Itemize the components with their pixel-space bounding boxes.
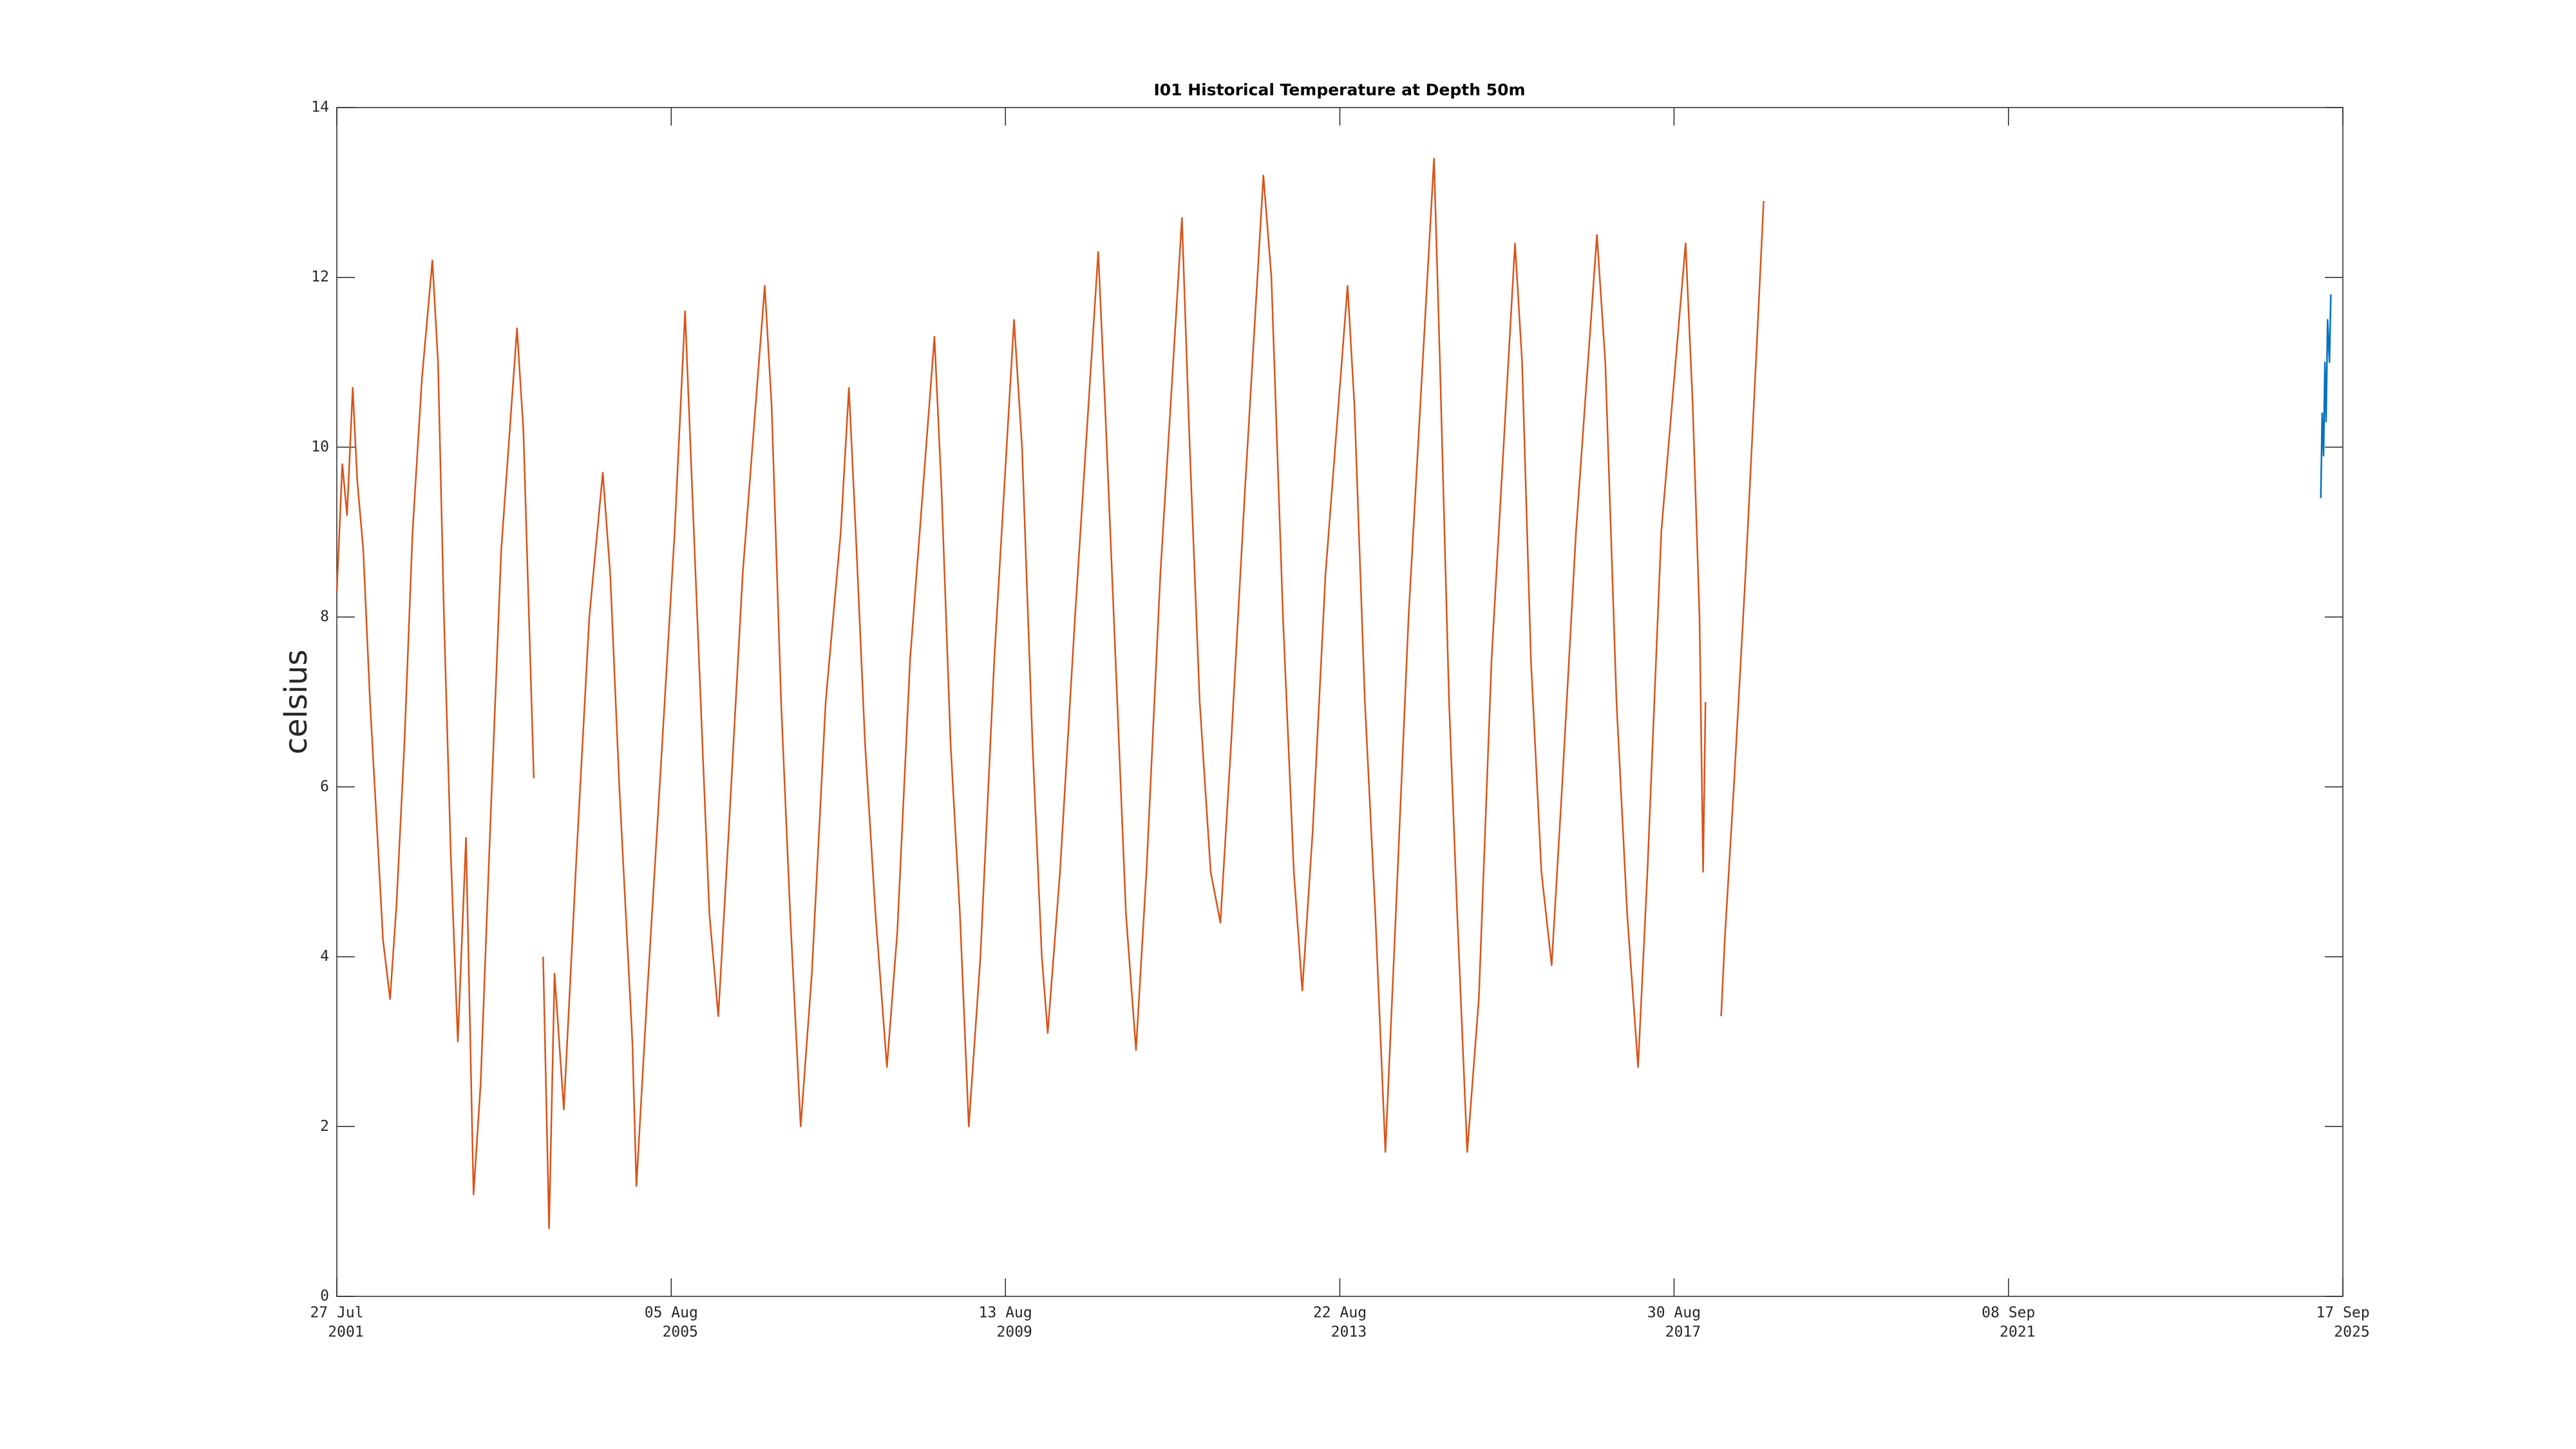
y-tick-label: 14	[311, 99, 329, 116]
x-tick-label: 13 Aug	[979, 1305, 1032, 1321]
y-tick-label: 8	[320, 609, 329, 625]
y-tick-label: 10	[311, 439, 329, 455]
x-tick-label: 27 Jul	[310, 1305, 363, 1321]
x-tick-label: 2009	[997, 1324, 1032, 1341]
x-tick-label: 08 Sep	[1982, 1305, 2035, 1321]
x-tick-label: 2001	[328, 1324, 363, 1341]
y-tick-label: 0	[320, 1288, 329, 1305]
y-tick-label: 4	[320, 948, 329, 965]
x-tick-label: 2005	[663, 1324, 698, 1341]
y-tick-label: 2	[320, 1118, 329, 1135]
y-axis-label: celsius	[278, 649, 314, 754]
x-tick-label: 2017	[1665, 1324, 1701, 1341]
data-line	[2320, 294, 2332, 498]
chart-title: I01 Historical Temperature at Depth 50m	[1153, 80, 1525, 99]
y-tick-label: 12	[311, 269, 329, 285]
x-tick-label: 17 Sep	[2316, 1305, 2369, 1321]
x-tick-label: 22 Aug	[1313, 1305, 1367, 1321]
data-line	[336, 157, 1765, 1229]
x-tick-label: 30 Aug	[1647, 1305, 1701, 1321]
y-tick-label: 6	[320, 778, 329, 795]
axes-box	[336, 107, 2344, 1297]
x-tick-label: 2025	[2334, 1324, 2369, 1341]
x-tick-label: 05 Aug	[645, 1305, 698, 1321]
x-tick-label: 2013	[1331, 1324, 1367, 1341]
x-tick-label: 2021	[2000, 1324, 2035, 1341]
